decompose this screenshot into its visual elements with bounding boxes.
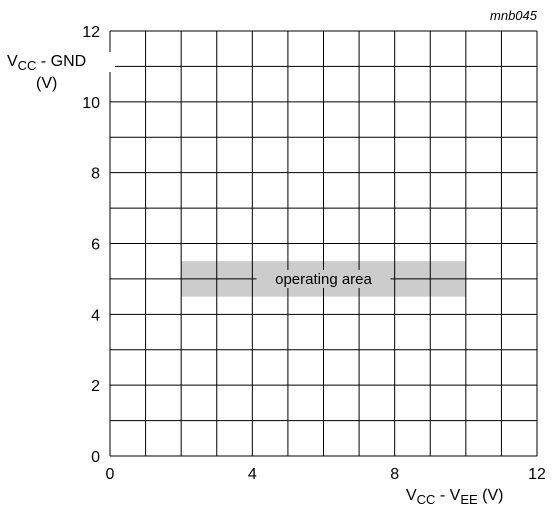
y-axis-label-rest: - GND xyxy=(36,53,86,70)
y-tick-label: 4 xyxy=(91,307,100,324)
x-axis-label-main-right: V xyxy=(450,487,461,504)
y-tick-label: 10 xyxy=(82,95,100,112)
operating-area-label: operating area xyxy=(275,271,372,288)
y-tick-label: 6 xyxy=(91,237,100,254)
y-axis-label: VCC - GND xyxy=(7,53,86,73)
x-tick-label: 4 xyxy=(248,466,257,483)
y-tick-label: 8 xyxy=(91,166,100,183)
x-tick-label: 8 xyxy=(390,466,399,483)
x-axis-label-sub-left: CC xyxy=(417,492,436,507)
x-axis-label: VCC - VEE (V) xyxy=(406,487,503,507)
y-axis-label-background xyxy=(103,52,115,72)
figure-id: mnb045 xyxy=(490,8,538,23)
y-tick-label: 2 xyxy=(91,378,100,395)
operating-area-label-background xyxy=(256,269,391,288)
y-tick-label: 12 xyxy=(82,24,100,41)
x-axis-label-sub-right: EE xyxy=(460,492,478,507)
x-axis-label-mid: - xyxy=(435,487,449,504)
x-axis-label-main-left: V xyxy=(406,487,417,504)
y-axis-unit: (V) xyxy=(36,75,57,92)
y-axis-label-main: V xyxy=(7,53,18,70)
x-tick-label: 0 xyxy=(106,466,115,483)
y-tick-label: 0 xyxy=(91,449,100,466)
x-axis-label-unit: (V) xyxy=(478,487,504,504)
x-tick-label: 12 xyxy=(528,466,546,483)
y-axis-label-sub: CC xyxy=(18,58,37,73)
